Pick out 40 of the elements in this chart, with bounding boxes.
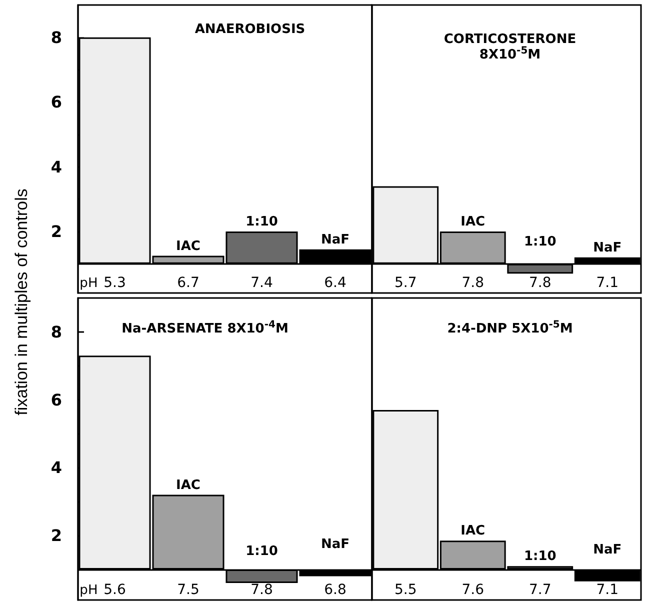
x-tick-label: 7.5 xyxy=(177,582,200,598)
x-tick-label: 7.4 xyxy=(250,275,273,291)
x-tick-label: 7.6 xyxy=(462,582,484,598)
x-tick-label: 5.5 xyxy=(394,582,417,598)
x-tick-label: 6.8 xyxy=(324,582,346,598)
y-tick-label: 6 xyxy=(50,390,62,410)
y-tick-label: 8 xyxy=(50,28,62,47)
y-tick-label: 8 xyxy=(50,322,62,342)
series-label: NaF xyxy=(593,240,622,256)
series-label: IAC xyxy=(460,214,486,230)
series-label: NaF xyxy=(593,542,622,558)
x-tick-label: 7.1 xyxy=(596,275,619,291)
series-label: IAC xyxy=(176,238,200,254)
series-label: NaF xyxy=(320,232,350,248)
x-tick-label: 6.7 xyxy=(177,275,200,291)
y-tick-label: 4 xyxy=(50,458,62,478)
y-tick-label: 2 xyxy=(50,222,62,242)
series-label: IAC xyxy=(176,478,200,493)
series-label: IAC xyxy=(460,524,486,539)
x-tick-label: 5.6 xyxy=(104,582,126,598)
x-axis-title: pH xyxy=(80,583,98,598)
text: ANAEROBIOSIS xyxy=(194,22,306,37)
y-tick-label: 4 xyxy=(50,157,62,176)
x-tick-label: 7.7 xyxy=(528,582,552,598)
x-tick-label: 7.8 xyxy=(462,275,484,291)
x-tick-label: 6.4 xyxy=(324,275,346,291)
x-tick-label: 5.3 xyxy=(104,275,126,291)
y-tick-label: 2 xyxy=(50,526,62,546)
y-tick-label: 6 xyxy=(50,92,62,112)
series-label: 1:10 xyxy=(246,544,278,560)
series-label: 1:10 xyxy=(524,549,556,564)
x-tick-label: 5.7 xyxy=(394,275,417,291)
series-label: NaF xyxy=(320,537,350,552)
x-tick-label: 7.1 xyxy=(596,582,619,598)
series-label: 1:10 xyxy=(246,214,278,230)
series-label: 1:10 xyxy=(524,234,556,250)
y-axis-title: fixation in multiples of controls xyxy=(12,188,32,416)
x-axis-title: pH xyxy=(80,276,98,291)
x-tick-label: 7.8 xyxy=(250,582,273,598)
x-tick-label: 7.8 xyxy=(528,275,552,291)
